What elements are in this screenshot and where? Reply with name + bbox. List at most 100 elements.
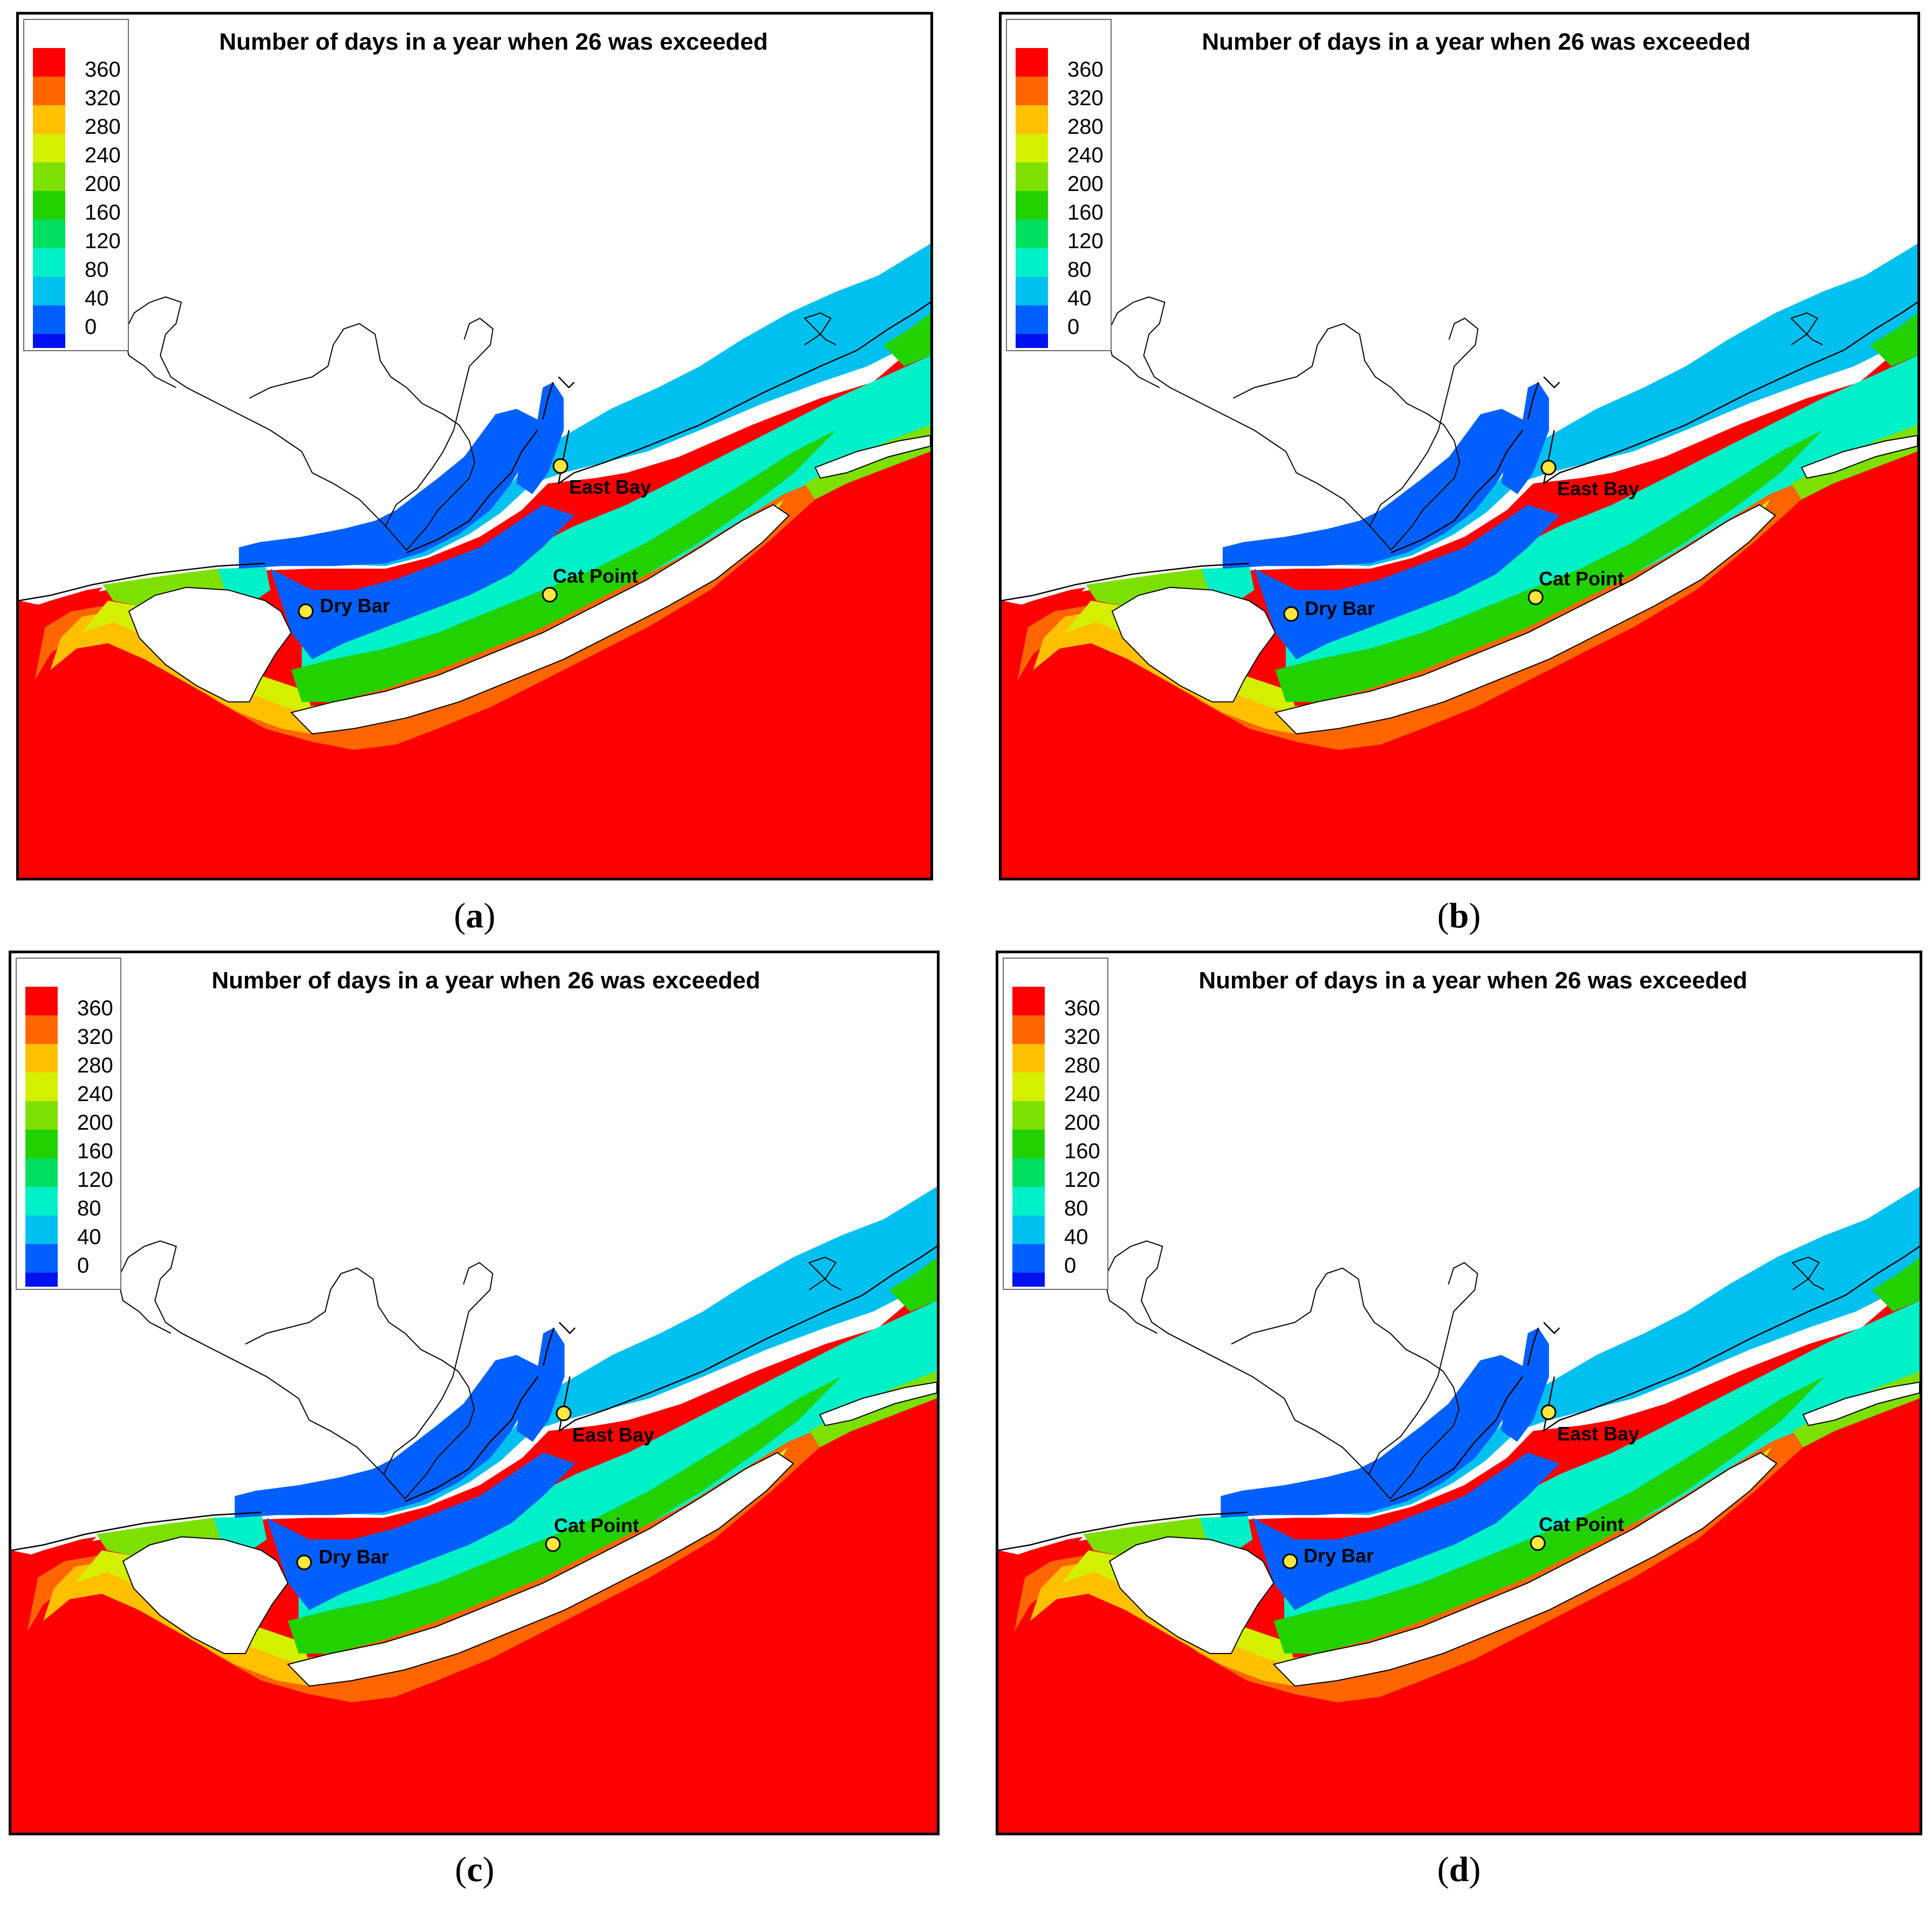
legend-swatch [1016, 191, 1048, 220]
east-bay-marker [1540, 460, 1557, 476]
legend-label: 280 [1067, 115, 1104, 139]
legend-swatch [25, 1215, 58, 1245]
legend-label: 280 [85, 115, 121, 139]
legend-swatch [1012, 1187, 1045, 1216]
legend-label: 160 [85, 201, 121, 224]
legend-label: 160 [1064, 1139, 1100, 1163]
legend-label: 200 [85, 172, 121, 196]
legend-swatch [25, 1244, 58, 1273]
legend-label: 40 [1067, 286, 1092, 310]
dry-bar-marker [1282, 1553, 1298, 1569]
legend-swatch [33, 134, 65, 163]
legend-label: 120 [1064, 1168, 1100, 1192]
legend-swatch [1012, 987, 1045, 1016]
legend-label: 360 [1064, 996, 1100, 1020]
legend-swatch [1016, 334, 1048, 348]
legend-swatch [1012, 1130, 1045, 1159]
color-legend: 360 320 280 240 200 160 120 80 40 0 [23, 19, 129, 351]
panel-caption-a: (a) [454, 896, 496, 935]
legend-swatch [1016, 105, 1048, 134]
legend-swatch [33, 77, 65, 106]
legend-label: 360 [85, 58, 121, 81]
legend-swatch [1012, 1072, 1045, 1102]
legend-label: 280 [77, 1054, 113, 1077]
legend-label: 200 [1067, 172, 1104, 196]
legend-label: 0 [85, 315, 97, 339]
legend-label: 80 [77, 1197, 101, 1220]
legend-label: 200 [1064, 1111, 1100, 1135]
site-label-dry-bar: Dry Bar [1304, 1545, 1374, 1567]
legend-swatch [25, 1101, 58, 1130]
color-legend: 360 320 280 240 200 160 120 80 40 0 [1006, 19, 1112, 351]
legend-label: 40 [1064, 1225, 1088, 1249]
site-markers [1283, 460, 1557, 622]
site-label-east-bay: East Bay [569, 476, 652, 498]
legend-swatch [25, 1015, 58, 1044]
legend-label: 320 [1067, 86, 1104, 110]
legend-label: 200 [77, 1111, 113, 1135]
legend-label: 320 [77, 1025, 113, 1049]
legend-swatch [33, 191, 65, 220]
legend-label: 240 [1064, 1082, 1100, 1106]
legend-swatch [1016, 277, 1048, 306]
legend-label: 360 [1067, 58, 1104, 81]
panel-title: Number of days in a year when 26 was exc… [219, 29, 768, 55]
legend-label: 80 [1067, 258, 1092, 282]
legend-swatch [1012, 1215, 1045, 1245]
legend-label: 240 [85, 144, 121, 167]
map-panel-a: 360 320 280 240 200 160 120 80 40 0 Numb… [16, 12, 933, 880]
site-label-east-bay: East Bay [1557, 477, 1640, 500]
dry-bar-marker [298, 603, 314, 619]
legend-swatch [25, 987, 58, 1016]
site-markers [1282, 1404, 1557, 1569]
legend-label: 240 [77, 1082, 113, 1106]
legend-swatch [1016, 305, 1048, 334]
legend-swatch [33, 248, 65, 277]
legend-swatch [1012, 1044, 1045, 1073]
legend-swatch [33, 334, 65, 348]
legend-label: 0 [1064, 1254, 1077, 1278]
legend-label: 40 [85, 286, 109, 310]
cat-point-marker [542, 586, 558, 603]
legend-swatch [25, 1072, 58, 1102]
legend-swatch [1016, 48, 1048, 77]
site-label-dry-bar: Dry Bar [319, 1546, 389, 1568]
site-label-cat-point: Cat Point [1539, 1513, 1624, 1535]
legend-swatch [1012, 1273, 1045, 1287]
site-label-cat-point: Cat Point [553, 565, 638, 587]
legend-label: 80 [85, 258, 109, 282]
legend-swatch [1012, 1101, 1045, 1130]
legend-swatch [1012, 1158, 1045, 1187]
legend-label: 80 [1064, 1197, 1088, 1220]
cat-point-marker [1530, 1535, 1546, 1551]
legend-label: 0 [1067, 315, 1080, 339]
cat-point-marker [1527, 589, 1544, 605]
legend-swatch [1016, 134, 1048, 163]
color-legend: 360 320 280 240 200 160 120 80 40 0 [16, 958, 121, 1290]
legend-swatch [1012, 1015, 1045, 1044]
legend-swatch [1016, 77, 1048, 106]
legend-swatch [33, 48, 65, 77]
legend-label: 160 [1067, 201, 1104, 224]
legend-swatch [1012, 1244, 1045, 1273]
cat-point-marker [545, 1536, 561, 1552]
legend-label: 160 [77, 1139, 113, 1163]
legend-swatch [33, 305, 65, 334]
legend-swatch [33, 277, 65, 306]
panel-caption-d: (d) [1437, 1850, 1481, 1889]
dry-bar-marker [296, 1554, 312, 1570]
legend-swatch [25, 1187, 58, 1216]
legend-swatch [25, 1273, 58, 1287]
site-label-dry-bar: Dry Bar [320, 595, 390, 617]
legend-label: 120 [77, 1168, 113, 1192]
site-label-east-bay: East Bay [572, 1424, 655, 1446]
map-panel-c: 360 320 280 240 200 160 120 80 40 0 Numb… [9, 951, 940, 1835]
panel-title: Number of days in a year when 26 was exc… [1198, 967, 1748, 994]
color-legend: 360 320 280 240 200 160 120 80 40 0 [1003, 958, 1108, 1290]
legend-label: 280 [1064, 1054, 1100, 1077]
site-markers [298, 458, 568, 619]
legend-swatch [25, 1044, 58, 1073]
site-label-east-bay: East Bay [1557, 1423, 1640, 1445]
site-label-cat-point: Cat Point [554, 1514, 639, 1536]
site-label-dry-bar: Dry Bar [1305, 597, 1375, 619]
